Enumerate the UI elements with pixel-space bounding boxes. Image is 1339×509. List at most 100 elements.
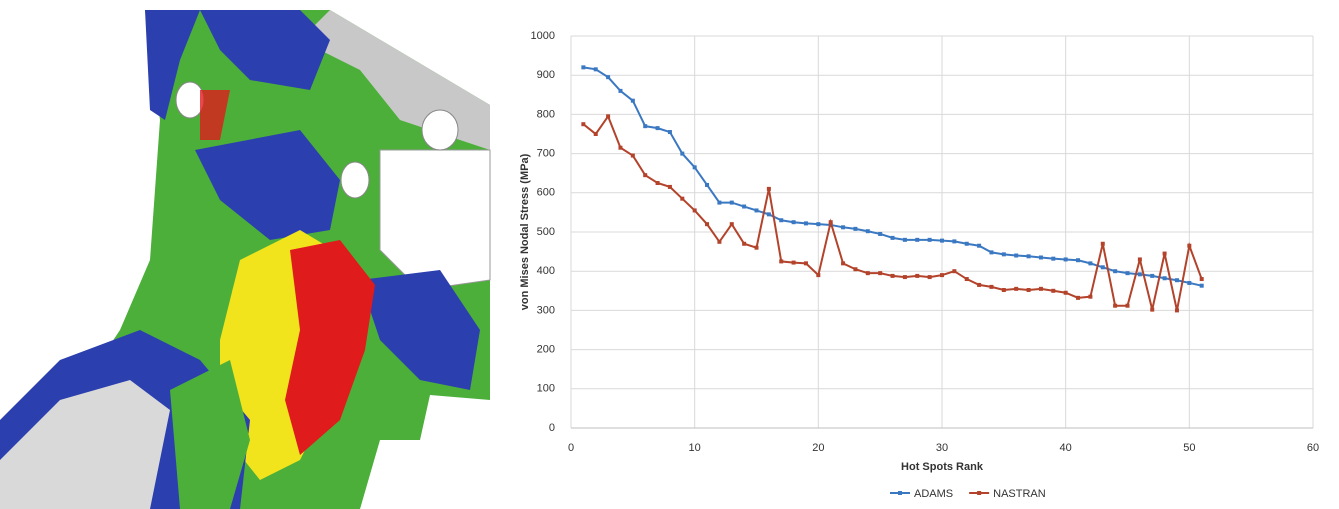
data-point xyxy=(766,186,771,191)
data-point xyxy=(791,260,796,265)
x-tick-label: 0 xyxy=(568,442,574,454)
data-point xyxy=(705,222,710,227)
data-point xyxy=(952,269,957,274)
data-point xyxy=(729,222,734,227)
data-point xyxy=(606,75,611,80)
data-point xyxy=(915,273,920,278)
y-tick-label: 900 xyxy=(537,69,555,81)
data-point xyxy=(1038,286,1043,291)
y-tick-label: 0 xyxy=(549,422,555,434)
data-point xyxy=(977,243,982,248)
data-point xyxy=(1125,271,1130,276)
y-tick-label: 600 xyxy=(537,187,555,199)
data-point xyxy=(964,277,969,282)
data-point xyxy=(581,65,586,70)
data-point xyxy=(865,229,870,234)
data-point xyxy=(1113,303,1118,308)
data-point xyxy=(1162,276,1167,281)
data-point xyxy=(667,130,672,135)
data-point xyxy=(717,239,722,244)
data-point xyxy=(618,145,623,150)
data-point xyxy=(1125,303,1130,308)
x-tick-label: 30 xyxy=(936,442,948,454)
data-point xyxy=(779,259,784,264)
data-point xyxy=(1026,288,1031,293)
data-point xyxy=(927,237,932,242)
x-tick-label: 20 xyxy=(812,442,824,454)
data-point xyxy=(816,273,821,278)
series-line xyxy=(582,114,1203,311)
data-point xyxy=(940,238,944,243)
legend-marker xyxy=(977,491,982,495)
data-point xyxy=(989,250,994,255)
data-point xyxy=(1100,265,1105,270)
fea-contour-image xyxy=(0,0,495,509)
data-point xyxy=(1187,243,1192,248)
data-point xyxy=(1137,257,1142,262)
data-point xyxy=(915,237,920,242)
legend-label: NASTRAN xyxy=(993,488,1046,500)
data-point xyxy=(680,151,685,156)
data-point xyxy=(1187,280,1192,285)
data-point xyxy=(593,67,598,72)
data-point xyxy=(1137,272,1142,277)
data-point xyxy=(803,261,808,266)
legend-marker xyxy=(898,491,902,495)
data-point xyxy=(1076,258,1081,263)
data-point xyxy=(977,282,982,287)
y-tick-label: 200 xyxy=(537,344,555,356)
data-point xyxy=(742,241,747,246)
data-point xyxy=(692,165,697,170)
data-point xyxy=(1076,295,1081,300)
data-point xyxy=(890,235,895,240)
data-point xyxy=(606,114,611,119)
data-point xyxy=(940,273,944,278)
data-point xyxy=(841,225,846,230)
data-point xyxy=(630,98,635,103)
data-point xyxy=(1174,308,1179,313)
data-point xyxy=(754,245,759,250)
data-point xyxy=(902,237,907,242)
series-line xyxy=(583,66,1202,287)
data-point xyxy=(1026,254,1031,259)
line-chart: von Mises Nodal Stress (MPa) Hot Spots R… xyxy=(519,30,1319,500)
x-tick-label: 40 xyxy=(1060,442,1072,454)
data-point xyxy=(865,271,870,276)
data-point xyxy=(655,181,660,185)
y-tick-label: 400 xyxy=(537,265,555,277)
y-tick-label: 500 xyxy=(537,226,555,238)
data-point xyxy=(791,220,796,225)
data-point xyxy=(729,200,734,205)
data-point xyxy=(742,204,747,209)
data-point xyxy=(593,132,598,136)
data-point xyxy=(766,212,771,217)
legend-label: ADAMS xyxy=(914,488,953,500)
data-point xyxy=(1150,273,1155,278)
data-point xyxy=(1174,278,1179,283)
data-point xyxy=(1162,251,1167,256)
data-point xyxy=(989,284,994,289)
data-point xyxy=(841,261,846,266)
data-point xyxy=(1051,256,1056,261)
data-point xyxy=(1113,269,1118,274)
data-point xyxy=(816,222,821,227)
data-point xyxy=(1088,261,1093,266)
data-point xyxy=(878,231,883,236)
data-point xyxy=(1038,255,1043,260)
legend: ADAMS NASTRAN xyxy=(890,488,1046,500)
data-point xyxy=(643,124,648,129)
data-point xyxy=(803,221,808,226)
data-point xyxy=(1150,307,1155,312)
data-point xyxy=(1014,253,1019,258)
y-tick-label: 100 xyxy=(537,383,555,395)
data-point xyxy=(1199,277,1204,282)
data-point xyxy=(1100,241,1105,246)
x-axis-title: Hot Spots Rank xyxy=(901,461,984,473)
data-point xyxy=(964,241,969,246)
data-point xyxy=(878,271,883,276)
data-point xyxy=(667,184,672,189)
x-tick-label: 50 xyxy=(1183,442,1195,454)
data-point xyxy=(1001,288,1006,293)
data-point xyxy=(779,218,784,223)
